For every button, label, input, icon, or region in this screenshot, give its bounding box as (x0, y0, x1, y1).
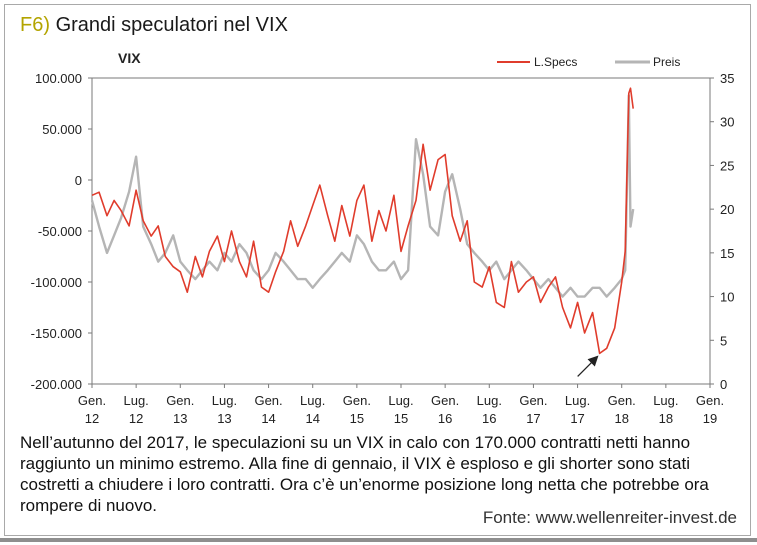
x-tick-label-year: 14 (261, 411, 275, 426)
annotation-arrow (577, 355, 599, 377)
x-tick-label-month: Gen. (254, 393, 282, 408)
x-tick-label-month: Lug. (477, 393, 502, 408)
x-tick-label-year: 16 (438, 411, 452, 426)
right-tick-label: 20 (720, 202, 734, 217)
right-tick-label: 0 (720, 377, 727, 392)
x-tick-label-month: Lug. (565, 393, 590, 408)
left-tick-label: -150.000 (31, 326, 82, 341)
left-tick-label: -50.000 (38, 224, 82, 239)
figure-title: F6) Grandi speculatori nel VIX (20, 14, 288, 37)
right-tick-label: 25 (720, 158, 734, 173)
left-tick-label: 100.000 (35, 71, 82, 86)
chart-title: VIX (118, 50, 141, 66)
legend: L.Specs Preis (497, 55, 680, 69)
x-tick-label-month: Gen. (519, 393, 547, 408)
legend-label-preis: Preis (653, 55, 680, 69)
right-axis: 35 30 25 20 15 10 5 0 (710, 71, 734, 392)
x-tick-label-year: 17 (570, 411, 584, 426)
x-tick-label-year: 13 (173, 411, 187, 426)
x-tick-label-month: Gen. (78, 393, 106, 408)
x-tick-label-month: Lug. (653, 393, 678, 408)
x-tick-label-month: Lug. (212, 393, 237, 408)
x-tick-label-year: 19 (703, 411, 717, 426)
figure-caption: Nell’autunno del 2017, le speculazioni s… (20, 433, 709, 515)
legend-label-l-specs: L.Specs (534, 55, 577, 69)
x-tick-label-month: Gen. (431, 393, 459, 408)
chart: 100.000 50.000 0 -50.000 -100.000 -150.000 -20… (31, 55, 735, 426)
right-tick-label: 10 (720, 290, 734, 305)
x-tick-label-year: 14 (305, 411, 319, 426)
x-tick-label-month: Lug. (388, 393, 413, 408)
series-line-preis (90, 94, 635, 298)
plot-area (91, 77, 711, 385)
right-tick-label: 30 (720, 115, 734, 130)
left-tick-label: 0 (75, 173, 82, 188)
right-tick-label: 15 (720, 246, 734, 261)
x-tick-label-year: 18 (659, 411, 673, 426)
bottom-rule (0, 538, 757, 542)
x-tick-label-year: 12 (129, 411, 143, 426)
x-tick-label-month: Lug. (300, 393, 325, 408)
x-tick-label-month: Gen. (608, 393, 636, 408)
x-tick-label-month: Gen. (343, 393, 371, 408)
x-tick-label-year: 18 (614, 411, 628, 426)
x-tick-label-month: Gen. (166, 393, 194, 408)
x-tick-label-month: Lug. (123, 393, 148, 408)
figure-title-text: Grandi speculatori nel VIX (55, 14, 288, 36)
x-tick-label-year: 15 (350, 411, 364, 426)
left-tick-label: -200.000 (31, 377, 82, 392)
right-tick-label: 35 (720, 71, 734, 86)
left-tick-label: -100.000 (31, 275, 82, 290)
x-tick-label-year: 15 (394, 411, 408, 426)
source-credit: Fonte: www.wellenreiter-invest.de (482, 508, 737, 527)
x-axis: Gen. 12 Lug. 12 Gen. 13 Lug. 13 Gen. 14 Lug. 14 Gen.… (78, 384, 724, 426)
right-tick-label: 5 (720, 333, 727, 348)
x-tick-label-month: Gen. (696, 393, 724, 408)
series-line-l-specs (91, 87, 634, 355)
x-tick-label-year: 12 (85, 411, 99, 426)
x-tick-label-year: 17 (526, 411, 540, 426)
x-tick-label-year: 13 (217, 411, 231, 426)
x-tick-label-year: 16 (482, 411, 496, 426)
left-axis: 100.000 50.000 0 -50.000 -100.000 -150.000 -20… (31, 71, 92, 392)
left-tick-label: 50.000 (42, 122, 82, 137)
figure-label: F6) (20, 14, 50, 36)
